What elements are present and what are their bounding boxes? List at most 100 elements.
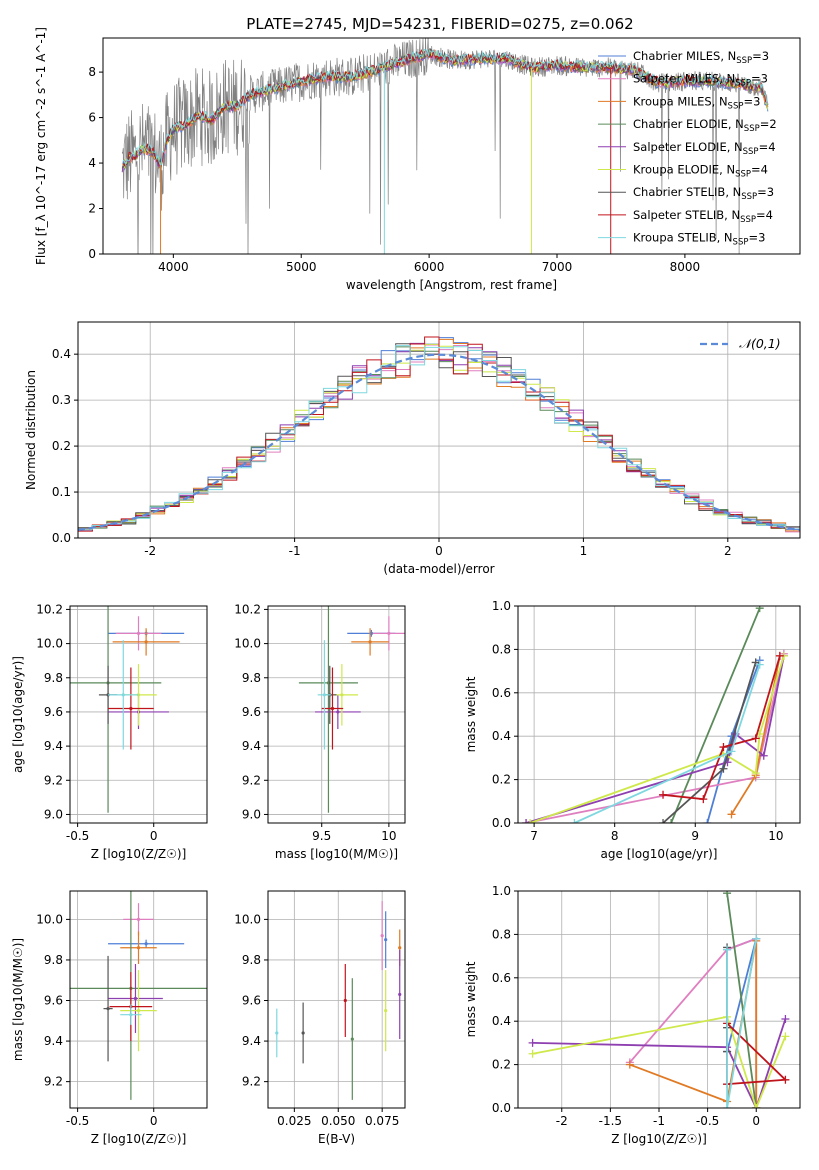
- data-point-0: [384, 938, 388, 942]
- series-marker-8: [752, 934, 761, 943]
- y-tick-label: 8: [88, 65, 96, 79]
- y-tick-label: 10.2: [234, 602, 261, 616]
- y-tick-label: 9.2: [44, 773, 63, 787]
- legend-label: Salpeter ELODIE, NSSP=4: [633, 140, 776, 157]
- series-marker-8: [755, 660, 764, 669]
- series-marker-8: [727, 747, 736, 756]
- x-tick-label: 8000: [670, 260, 701, 274]
- series-marker-3: [667, 819, 676, 823]
- y-tick-label: 10.0: [234, 912, 261, 926]
- x-axis-label: (data-model)/error: [383, 562, 494, 576]
- y-tick-label: 0.6: [492, 686, 511, 700]
- data-point-2: [368, 640, 372, 644]
- data-point-1: [380, 934, 384, 938]
- plot-area: [70, 891, 207, 1100]
- y-tick-label: 10.0: [36, 912, 63, 926]
- data-point-4: [398, 992, 402, 997]
- data-point-5: [340, 693, 344, 697]
- series-marker-5: [752, 1104, 761, 1108]
- data-point-5: [136, 1009, 141, 1013]
- panel-age-vs-mass: 9.5 10 9.0 9.2 9.4 9.6 9.8 10.0 10.2 mass [log10(…: [234, 602, 406, 861]
- y-tick-label: 10.0: [234, 637, 261, 651]
- y-tick-label: 9.8: [242, 953, 261, 967]
- series-marker-4: [781, 1015, 790, 1024]
- x-tick-label: -0.5: [696, 1114, 719, 1128]
- x-axis-label: mass [log10(M/M☉)]: [275, 847, 398, 861]
- y-axis-label: Flux [f_λ 10^-17 erg cm^-2 s^-1 A^-1]: [34, 27, 48, 265]
- y-tick-label: 0.3: [52, 393, 71, 407]
- legend-subscript: SSP: [741, 192, 757, 202]
- y-tick-label: 0.1: [52, 485, 71, 499]
- y-tick-label: 0.0: [492, 1101, 511, 1115]
- series-marker-2: [625, 1060, 634, 1069]
- data-point-7: [129, 706, 133, 711]
- y-tick-label: 0.2: [492, 773, 511, 787]
- y-tick-label: 1.0: [492, 884, 511, 898]
- y-tick-label: 9.2: [242, 773, 261, 787]
- series-line-4: [532, 1018, 787, 1108]
- x-tick-label: 7000: [542, 260, 573, 274]
- figure-title: PLATE=2745, MJD=54231, FIBERID=0275, z=0…: [246, 15, 633, 33]
- series-line-8: [726, 938, 758, 1108]
- y-tick-label: 0.2: [52, 439, 71, 453]
- axes-frame: [69, 890, 208, 1109]
- plot-area: [298, 606, 405, 813]
- x-axis-label: Z [log10(Z/Z☉)]: [91, 847, 187, 861]
- axes-frame: [517, 605, 801, 824]
- series-marker-6: [719, 764, 728, 773]
- data-point-4: [133, 996, 138, 1001]
- series-marker-2: [727, 810, 736, 819]
- legend-subscript: SSP: [743, 147, 759, 157]
- y-axis-label: Normed distribution: [24, 370, 38, 490]
- x-tick-label: -1: [289, 544, 301, 558]
- x-tick-label: 4000: [158, 260, 189, 274]
- spectrum-legend: Chabrier MILES, NSSP=3 Salpeter MILES, NS…: [598, 49, 777, 248]
- data-point-5: [384, 1009, 388, 1013]
- x-tick-label: 0.050: [321, 1114, 355, 1128]
- data-point-2: [136, 946, 141, 950]
- series-marker-3: [723, 891, 732, 898]
- y-tick-label: 9.4: [242, 1034, 261, 1048]
- legend-count: =3: [752, 49, 769, 63]
- legend-label: Kroupa ELODIE, NSSP=4: [633, 163, 768, 180]
- legend-subscript: SSP: [728, 101, 744, 111]
- y-tick-label: 9.0: [242, 807, 261, 821]
- x-tick-label: 10: [768, 829, 783, 843]
- plot-area: [78, 336, 800, 533]
- axes-frame: [267, 890, 406, 1109]
- data-point-2: [144, 640, 148, 644]
- series-marker-7: [781, 1075, 790, 1084]
- legend-label: 𝒩(0,1): [739, 336, 781, 351]
- x-tick-label: -0.5: [66, 1114, 89, 1128]
- data-point-7: [343, 998, 347, 1003]
- series-marker-6: [751, 658, 760, 667]
- x-tick-label: 1: [580, 544, 588, 558]
- panel-age-vs-Z: -0.5 0 9.0 9.2 9.4 9.6 9.8 10.0 10.2 Z [log10(Z/Z…: [11, 602, 208, 861]
- series-marker-8: [723, 1104, 732, 1108]
- x-tick-label: -2: [144, 544, 156, 558]
- y-tick-label: 2: [88, 202, 96, 216]
- y-tick-label: 9.6: [44, 994, 63, 1008]
- y-tick-label: 1.0: [492, 599, 511, 613]
- panel-spectrum: 4000 5000 6000 7000 8000 0 2 4 6 8 wavelength [Ang…: [34, 27, 801, 292]
- model-spectrum-8: [121, 48, 769, 166]
- legend-label: Chabrier STELIB, NSSP=3: [633, 185, 774, 202]
- legend-count: =4: [759, 140, 776, 154]
- y-tick-label: 0.8: [492, 927, 511, 941]
- x-tick-label: 5000: [286, 260, 317, 274]
- legend-count: =4: [751, 163, 768, 177]
- data-point-1: [136, 917, 141, 921]
- normal-curve: [78, 353, 800, 531]
- x-axis-label: wavelength [Angstrom, rest frame]: [346, 278, 557, 292]
- y-tick-label: 6: [88, 111, 96, 125]
- legend-count: =3: [748, 231, 765, 245]
- series-marker-7: [659, 790, 668, 799]
- axes-frame: [102, 37, 801, 255]
- series-marker-6: [659, 819, 668, 823]
- data-point-3: [350, 1037, 354, 1041]
- legend-label: Chabrier ELODIE, NSSP=2: [633, 117, 777, 134]
- y-tick-label: 10.2: [36, 602, 63, 616]
- legend-label: Salpeter STELIB, NSSP=4: [633, 208, 773, 225]
- y-tick-label: 4: [88, 156, 96, 170]
- x-tick-label: 8: [611, 829, 619, 843]
